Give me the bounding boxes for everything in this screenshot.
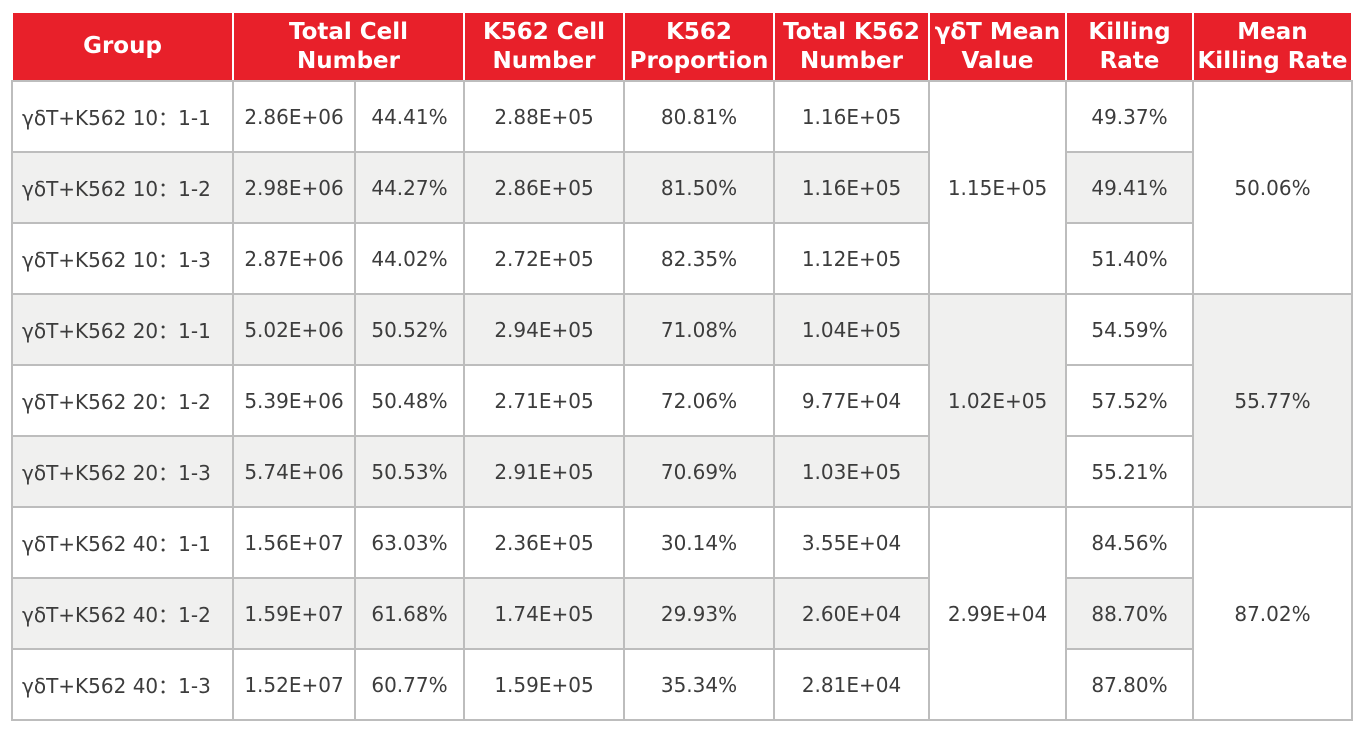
k562-proportion-cell: 70.69% [623, 435, 775, 508]
group-cell: γδT+K562 20：1-3 [11, 435, 234, 508]
total-k562-cell: 2.60E+04 [773, 577, 930, 650]
total-cell-cell: 1.59E+07 [232, 577, 356, 650]
header-gdt-mean-value: γδT Mean Value [928, 11, 1067, 82]
killing-rate-cell: 54.59% [1065, 293, 1194, 366]
mean-killing-rate-cell: 50.06% [1192, 80, 1353, 295]
k562-cell-number-cell: 2.91E+05 [463, 435, 625, 508]
k562-proportion-cell: 72.06% [623, 364, 775, 437]
k562-proportion-cell: 71.08% [623, 293, 775, 366]
total-cell-cell: 1.56E+07 [232, 506, 356, 579]
header-total-cell-number: Total Cell Number [232, 11, 465, 82]
k562-proportion-cell: 81.50% [623, 151, 775, 224]
k562-cell-number-cell: 2.72E+05 [463, 222, 625, 295]
total-cell-percent-cell: 63.03% [354, 506, 465, 579]
total-cell-cell: 5.02E+06 [232, 293, 356, 366]
killing-rate-cell: 49.37% [1065, 80, 1194, 153]
table-row: γδT+K562 10：1-1 2.86E+06 44.41% 2.88E+05… [11, 80, 1353, 295]
table-row: γδT+K562 20：1-1 5.02E+06 50.52% 2.94E+05… [11, 293, 1353, 508]
table-row: γδT+K562 20：1-2 5.39E+06 50.48% 2.71E+05… [11, 364, 1352, 437]
group-cell: γδT+K562 10：1-3 [11, 222, 234, 295]
killing-rate-cell: 55.21% [1065, 435, 1194, 508]
total-k562-cell: 1.03E+05 [773, 435, 930, 508]
header-mean-killing-rate: Mean Killing Rate [1192, 11, 1353, 82]
header-k562-proportion: K562 Proportion [623, 11, 775, 82]
table-row: γδT+K562 40：1-2 1.59E+07 61.68% 1.74E+05… [11, 577, 1352, 650]
total-k562-cell: 1.16E+05 [773, 151, 930, 224]
group-cell: γδT+K562 10：1-2 [11, 151, 234, 224]
total-k562-cell: 3.55E+04 [773, 506, 930, 579]
header-k562-cell-number: K562 Cell Number [463, 11, 625, 82]
killing-rate-cell: 49.41% [1065, 151, 1194, 224]
total-k562-cell: 1.16E+05 [773, 80, 930, 153]
total-cell-cell: 2.86E+06 [232, 80, 356, 153]
group-cell: γδT+K562 40：1-3 [11, 648, 234, 721]
total-cell-percent-cell: 44.41% [354, 80, 465, 153]
total-cell-percent-cell: 44.02% [354, 222, 465, 295]
total-cell-percent-cell: 50.52% [354, 293, 465, 366]
k562-cell-number-cell: 2.94E+05 [463, 293, 625, 366]
k562-cell-number-cell: 1.59E+05 [463, 648, 625, 721]
total-cell-percent-cell: 50.53% [354, 435, 465, 508]
group-cell: γδT+K562 20：1-2 [11, 364, 234, 437]
group-cell: γδT+K562 10：1-1 [11, 80, 234, 153]
total-cell-percent-cell: 60.77% [354, 648, 465, 721]
killing-rate-cell: 57.52% [1065, 364, 1194, 437]
data-table-container: Group Total Cell Number K562 Cell Number… [11, 11, 1353, 721]
group-cell: γδT+K562 40：1-1 [11, 506, 234, 579]
total-cell-cell: 2.98E+06 [232, 151, 356, 224]
group-cell: γδT+K562 20：1-1 [11, 293, 234, 366]
mean-killing-rate-cell: 87.02% [1192, 506, 1353, 721]
total-k562-cell: 1.12E+05 [773, 222, 930, 295]
header-killing-rate: Killing Rate [1065, 11, 1194, 82]
total-cell-percent-cell: 50.48% [354, 364, 465, 437]
k562-cell-number-cell: 2.71E+05 [463, 364, 625, 437]
table-row: γδT+K562 10：1-3 2.87E+06 44.02% 2.72E+05… [11, 222, 1352, 295]
k562-proportion-cell: 35.34% [623, 648, 775, 721]
total-k562-cell: 1.04E+05 [773, 293, 930, 366]
killing-rate-cell: 84.56% [1065, 506, 1194, 579]
gdt-mean-value-cell: 1.15E+05 [928, 80, 1067, 295]
total-cell-percent-cell: 44.27% [354, 151, 465, 224]
gdt-mean-value-cell: 2.99E+04 [928, 506, 1067, 721]
k562-cell-number-cell: 1.74E+05 [463, 577, 625, 650]
total-k562-cell: 2.81E+04 [773, 648, 930, 721]
killing-rate-cell: 88.70% [1065, 577, 1194, 650]
k562-proportion-cell: 82.35% [623, 222, 775, 295]
header-total-k562-number: Total K562 Number [773, 11, 930, 82]
k562-cell-number-cell: 2.36E+05 [463, 506, 625, 579]
table-row: γδT+K562 20：1-3 5.74E+06 50.53% 2.91E+05… [11, 435, 1352, 508]
total-k562-cell: 9.77E+04 [773, 364, 930, 437]
table-row: γδT+K562 40：1-1 1.56E+07 63.03% 2.36E+05… [11, 506, 1353, 721]
table-row: γδT+K562 10：1-2 2.98E+06 44.27% 2.86E+05… [11, 151, 1352, 224]
k562-proportion-cell: 80.81% [623, 80, 775, 153]
table-row: γδT+K562 40：1-3 1.52E+07 60.77% 1.59E+05… [11, 648, 1352, 721]
header-group: Group [11, 11, 234, 82]
k562-proportion-cell: 29.93% [623, 577, 775, 650]
killing-rate-cell: 87.80% [1065, 648, 1194, 721]
total-cell-percent-cell: 61.68% [354, 577, 465, 650]
header-row: Group Total Cell Number K562 Cell Number… [11, 11, 1353, 82]
total-cell-cell: 2.87E+06 [232, 222, 356, 295]
killing-rate-table: Group Total Cell Number K562 Cell Number… [11, 11, 1353, 721]
k562-cell-number-cell: 2.88E+05 [463, 80, 625, 153]
mean-killing-rate-cell: 55.77% [1192, 293, 1353, 508]
k562-proportion-cell: 30.14% [623, 506, 775, 579]
total-cell-cell: 1.52E+07 [232, 648, 356, 721]
total-cell-cell: 5.39E+06 [232, 364, 356, 437]
gdt-mean-value-cell: 1.02E+05 [928, 293, 1067, 508]
total-cell-cell: 5.74E+06 [232, 435, 356, 508]
k562-cell-number-cell: 2.86E+05 [463, 151, 625, 224]
killing-rate-cell: 51.40% [1065, 222, 1194, 295]
group-cell: γδT+K562 40：1-2 [11, 577, 234, 650]
